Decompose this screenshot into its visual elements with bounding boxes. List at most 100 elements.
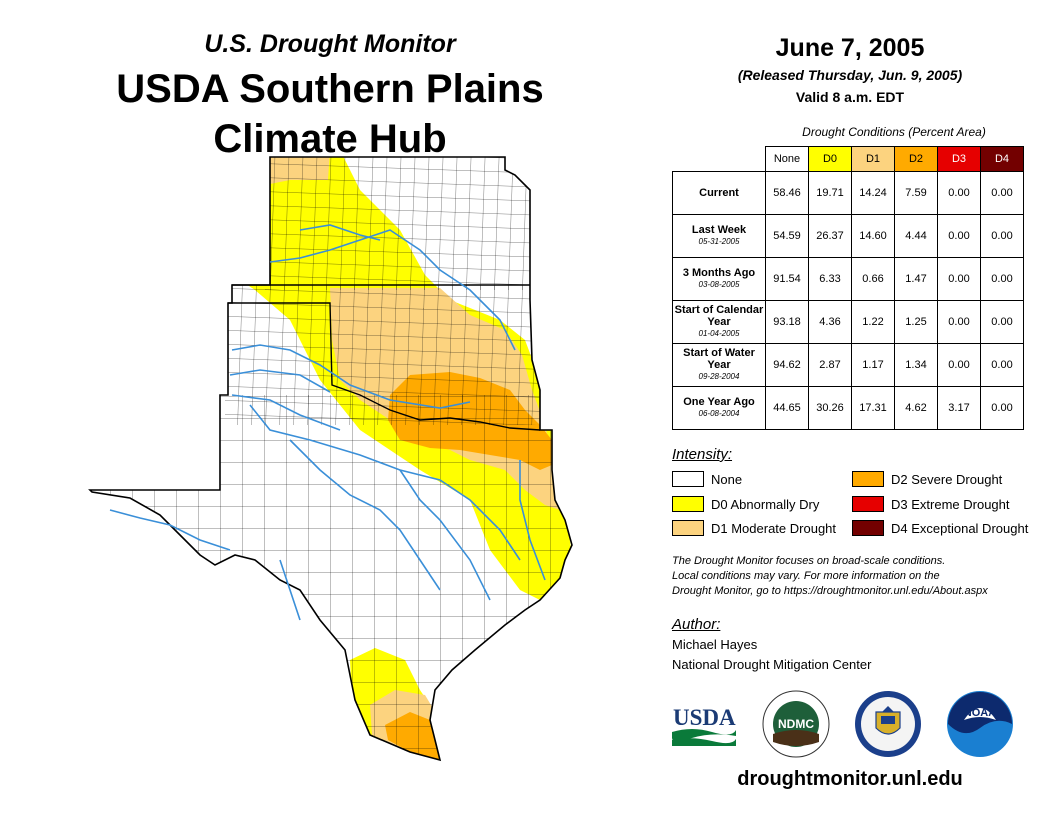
legend-item-none: None	[672, 471, 742, 487]
note-line: Drought Monitor, go to https://droughtmo…	[672, 585, 988, 597]
legend-item-d4: D4 Exceptional Drought	[852, 520, 1028, 536]
legend-swatch-d0	[672, 496, 704, 512]
map-date: June 7, 2005	[775, 34, 925, 62]
row-label: Start of Calendar Year 01-04-2005	[672, 300, 766, 344]
legend-label: D4 Exceptional Drought	[891, 520, 1029, 536]
row-label: 3 Months Ago 03-08-2005	[672, 257, 766, 301]
table-cell: 91.54	[765, 257, 809, 301]
rivers	[109, 224, 546, 621]
row-label: Current	[672, 171, 766, 215]
author-name: Michael Hayes	[672, 637, 758, 652]
row-date: 05-31-2005	[698, 237, 740, 246]
table-cell: 26.37	[808, 214, 852, 258]
legend-title: Intensity:	[672, 446, 733, 463]
table-cell: 58.46	[765, 171, 809, 215]
table-cell: 30.26	[808, 386, 852, 430]
table-cell: 0.00	[937, 171, 981, 215]
table-cell: 17.31	[851, 386, 895, 430]
table-row: Start of Water Year 09-28-2004 94.62 2.87…	[672, 343, 1024, 387]
table-cell: 4.36	[808, 300, 852, 344]
table-cell: 1.47	[894, 257, 938, 301]
table-cell: 0.00	[980, 300, 1024, 344]
release-date: (Released Thursday, Jun. 9, 2005)	[737, 67, 963, 83]
oklahoma-texas-border	[228, 302, 541, 431]
col-header-d0: D0	[808, 146, 852, 172]
ndmc-logo: NDMC	[762, 690, 830, 758]
legend-label: D0 Abnormally Dry	[711, 496, 820, 512]
map-subtitle: U.S. Drought Monitor	[204, 30, 456, 58]
region-border	[88, 156, 573, 762]
col-header-d2: D2	[894, 146, 938, 172]
table-cell: 0.66	[851, 257, 895, 301]
row-date: 09-28-2004	[698, 372, 740, 381]
noaa-logo-text: NOAA	[964, 707, 996, 719]
row-label-text: Current	[699, 187, 739, 199]
table-header-row: None D0 D1 D2 D3 D4	[673, 146, 1024, 172]
table-row: 3 Months Ago 03-08-2005 91.54 6.33 0.66 1…	[672, 257, 1024, 301]
table-cell: 54.59	[765, 214, 809, 258]
footer-url: droughtmonitor.unl.edu	[737, 768, 963, 790]
header-blank-cell	[673, 147, 766, 172]
table-row: Last Week 05-31-2005 54.59 26.37 14.60 4.…	[672, 214, 1024, 258]
table-cell: 1.34	[894, 343, 938, 387]
col-header-d1: D1	[851, 146, 895, 172]
table-cell: 14.60	[851, 214, 895, 258]
table-cell: 0.00	[937, 214, 981, 258]
table-cell: 2.87	[808, 343, 852, 387]
table-cell: 0.00	[980, 386, 1024, 430]
row-label-text: Start of Calendar Year	[674, 304, 764, 328]
valid-time: Valid 8 a.m. EDT	[795, 89, 905, 105]
table-cell: 19.71	[808, 171, 852, 215]
col-header-d4: D4	[980, 146, 1024, 172]
legend-swatch-d1	[672, 520, 704, 536]
table-cell: 0.00	[980, 171, 1024, 215]
table-caption: Drought Conditions (Percent Area)	[802, 125, 986, 139]
col-header-d3: D3	[937, 146, 981, 172]
table-row: Current 58.46 19.71 14.24 7.59 0.00 0.00	[672, 171, 1024, 215]
legend-label: D3 Extreme Drought	[891, 496, 1010, 512]
table-row: Start of Calendar Year 01-04-2005 93.18 4…	[672, 300, 1024, 344]
legend-item-d0: D0 Abnormally Dry	[672, 496, 819, 512]
legend-swatch-d2	[852, 471, 884, 487]
disclaimer-note: The Drought Monitor focuses on broad-sca…	[672, 554, 1042, 599]
row-label-text: One Year Ago	[683, 396, 755, 408]
legend-item-d1: D1 Moderate Drought	[672, 520, 836, 536]
row-date: 06-08-2004	[698, 409, 740, 418]
author-label: Author:	[672, 616, 721, 633]
table-cell: 4.62	[894, 386, 938, 430]
usda-logo: USDA	[672, 705, 736, 746]
table-cell: 0.00	[937, 257, 981, 301]
doc-seal-icon	[855, 691, 921, 757]
col-header-none: None	[765, 146, 809, 172]
legend-swatch-d3	[852, 496, 884, 512]
table-cell: 0.00	[980, 257, 1024, 301]
ndmc-logo-text: NDMC	[778, 717, 814, 731]
table-cell: 1.22	[851, 300, 895, 344]
table-cell: 1.17	[851, 343, 895, 387]
row-date: 03-08-2005	[698, 280, 740, 289]
table-row: One Year Ago 06-08-2004 44.65 30.26 17.31…	[672, 386, 1024, 430]
legend-item-d3: D3 Extreme Drought	[852, 496, 1010, 512]
noaa-logo: NOAA	[947, 691, 1013, 757]
table-cell: 14.24	[851, 171, 895, 215]
table-cell: 6.33	[808, 257, 852, 301]
note-line: The Drought Monitor focuses on broad-sca…	[672, 555, 946, 567]
table-cell: 7.59	[894, 171, 938, 215]
table-cell: 93.18	[765, 300, 809, 344]
table-cell: 1.25	[894, 300, 938, 344]
row-label-text: 3 Months Ago	[682, 267, 756, 279]
table-cell: 0.00	[937, 300, 981, 344]
row-date: 01-04-2005	[698, 329, 740, 338]
row-label: Last Week 05-31-2005	[672, 214, 766, 258]
map-title-line2: Climate Hub	[213, 117, 447, 161]
table-cell: 0.00	[980, 214, 1024, 258]
usda-logo-text: USDA	[673, 705, 736, 730]
legend-swatch-d4	[852, 520, 884, 536]
table-cell: 0.00	[937, 343, 981, 387]
row-label: Start of Water Year 09-28-2004	[672, 343, 766, 387]
drought-map	[88, 156, 573, 762]
note-line: Local conditions may vary. For more info…	[672, 570, 940, 582]
table-cell: 3.17	[937, 386, 981, 430]
table-cell: 94.62	[765, 343, 809, 387]
table-cell: 0.00	[980, 343, 1024, 387]
